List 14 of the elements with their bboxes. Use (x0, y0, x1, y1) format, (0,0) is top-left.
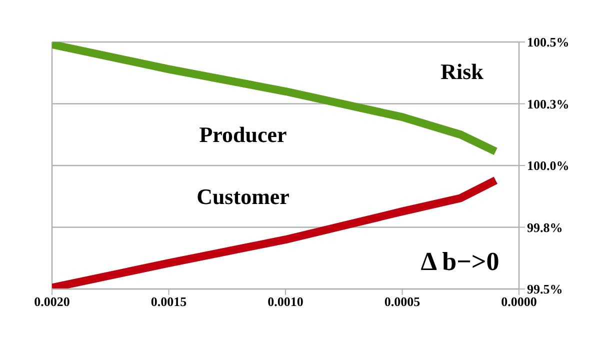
x-tick-label: 0.0020 (34, 294, 70, 310)
annotation: Risk (440, 59, 484, 85)
annotation: Δ b−>0 (420, 247, 500, 277)
x-tick-label: 0.0000 (501, 294, 537, 310)
y-tick-label: 100.3% (527, 96, 570, 112)
x-tick-label: 0.0010 (268, 294, 304, 310)
y-tick-label: 100.5% (527, 34, 570, 50)
x-tick-label: 0.0015 (150, 294, 188, 310)
y-tick-label: 100.0% (527, 158, 570, 174)
annotation: Producer (199, 122, 287, 148)
annotation: Customer (196, 184, 290, 210)
x-tick-label: 0.0005 (384, 294, 421, 310)
y-tick-label: 99.8% (527, 220, 563, 235)
y-tick-label: 99.5% (527, 282, 563, 297)
